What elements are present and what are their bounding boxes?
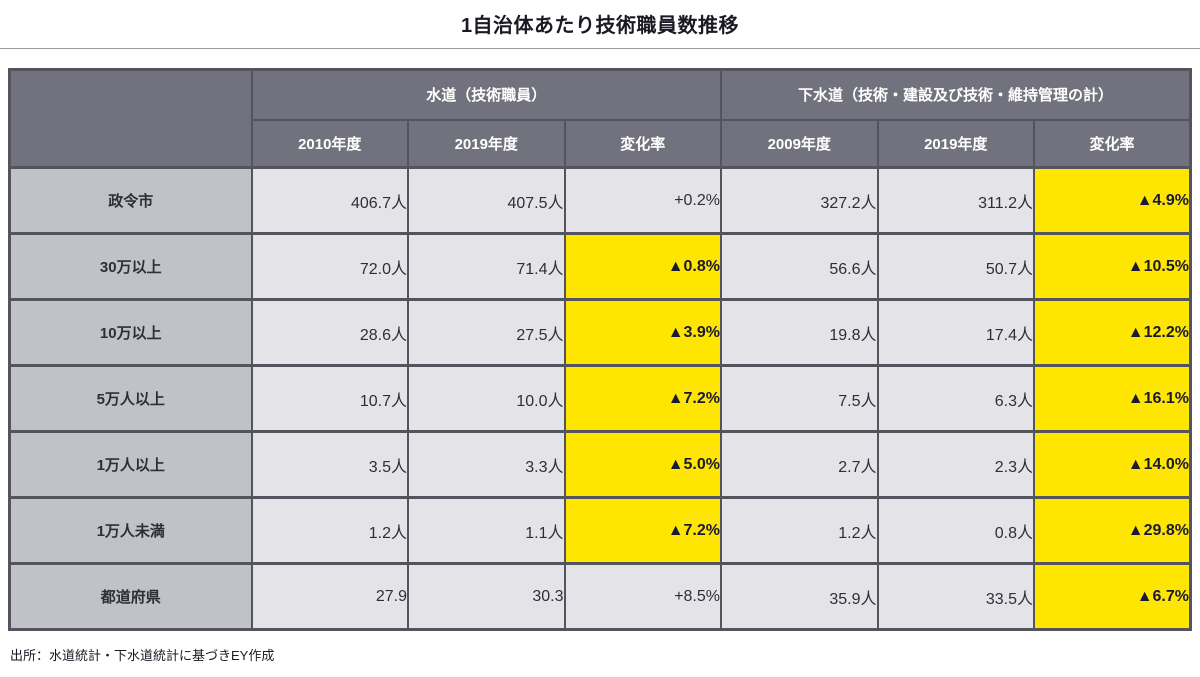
value-cell: 30.3 xyxy=(407,562,566,631)
value-cell: 311.2人 xyxy=(876,166,1035,235)
source-note: 出所：水道統計・下水道統計に基づきEY作成 xyxy=(10,648,275,663)
value-cell: 327.2人 xyxy=(720,166,879,235)
value-cell: 17.4人 xyxy=(876,298,1035,367)
row-label: 1万人未満 xyxy=(8,496,253,565)
value-cell: 35.9人 xyxy=(720,562,879,631)
value-cell: 33.5人 xyxy=(876,562,1035,631)
value-cell: +0.2% xyxy=(563,166,722,235)
table-row: 1万人以上 3.5人 3.3人 ▲5.0% 2.7人 2.3人 ▲14.0% xyxy=(8,430,1192,499)
title-divider xyxy=(0,48,1200,49)
col-header-sewer-change: 変化率 xyxy=(1033,118,1192,169)
change-cell-highlighted: ▲0.8% xyxy=(563,232,722,301)
value-cell: 2.7人 xyxy=(720,430,879,499)
value-cell: 7.5人 xyxy=(720,364,879,433)
col-header-sewer-2019: 2019年度 xyxy=(876,118,1035,169)
table-row: 10万以上 28.6人 27.5人 ▲3.9% 19.8人 17.4人 ▲12.2% xyxy=(8,298,1192,367)
change-cell-highlighted: ▲3.9% xyxy=(563,298,722,367)
change-cell-highlighted: ▲6.7% xyxy=(1033,562,1192,631)
change-cell-highlighted: ▲10.5% xyxy=(1033,232,1192,301)
group-header-sewer: 下水道（技術・建設及び技術・維持管理の計） xyxy=(720,68,1192,121)
row-label: 5万人以上 xyxy=(8,364,253,433)
value-cell: 10.7人 xyxy=(250,364,409,433)
value-cell: +8.5% xyxy=(563,562,722,631)
change-cell-highlighted: ▲14.0% xyxy=(1033,430,1192,499)
value-cell: 406.7人 xyxy=(250,166,409,235)
value-cell: 71.4人 xyxy=(407,232,566,301)
row-label: 都道府県 xyxy=(8,562,253,631)
table-row: 30万以上 72.0人 71.4人 ▲0.8% 56.6人 50.7人 ▲10.5% xyxy=(8,232,1192,301)
value-cell: 28.6人 xyxy=(250,298,409,367)
value-cell: 19.8人 xyxy=(720,298,879,367)
table-row: 5万人以上 10.7人 10.0人 ▲7.2% 7.5人 6.3人 ▲16.1% xyxy=(8,364,1192,433)
row-label: 政令市 xyxy=(8,166,253,235)
value-cell: 3.5人 xyxy=(250,430,409,499)
value-cell: 1.2人 xyxy=(720,496,879,565)
value-cell: 407.5人 xyxy=(407,166,566,235)
group-header-row: 水道（技術職員） 下水道（技術・建設及び技術・維持管理の計） xyxy=(8,68,1192,169)
change-cell-highlighted: ▲16.1% xyxy=(1033,364,1192,433)
table-body: 政令市 406.7人 407.5人 +0.2% 327.2人 311.2人 ▲4.9% 30万… xyxy=(8,166,1192,631)
row-label: 1万人以上 xyxy=(8,430,253,499)
value-cell: 72.0人 xyxy=(250,232,409,301)
row-label: 10万以上 xyxy=(8,298,253,367)
change-cell-highlighted: ▲4.9% xyxy=(1033,166,1192,235)
value-cell: 1.2人 xyxy=(250,496,409,565)
value-cell: 27.9 xyxy=(250,562,409,631)
table-header: 水道（技術職員） 下水道（技術・建設及び技術・維持管理の計） 2010年度 20… xyxy=(8,68,1192,169)
value-cell: 6.3人 xyxy=(876,364,1035,433)
row-label: 30万以上 xyxy=(8,232,253,301)
change-cell-highlighted: ▲7.2% xyxy=(563,364,722,433)
change-cell-highlighted: ▲7.2% xyxy=(563,496,722,565)
col-header-sewer-2009: 2009年度 xyxy=(720,118,879,169)
column-header-row: 2010年度 2019年度 変化率 2009年度 2019年度 変化率 xyxy=(10,118,1192,169)
change-cell-highlighted: ▲5.0% xyxy=(563,430,722,499)
change-cell-highlighted: ▲29.8% xyxy=(1033,496,1192,565)
col-header-water-2010: 2010年度 xyxy=(250,118,409,169)
col-header-water-change: 変化率 xyxy=(563,118,722,169)
value-cell: 50.7人 xyxy=(876,232,1035,301)
col-header-water-2019: 2019年度 xyxy=(407,118,566,169)
value-cell: 1.1人 xyxy=(407,496,566,565)
change-cell-highlighted: ▲12.2% xyxy=(1033,298,1192,367)
value-cell: 2.3人 xyxy=(876,430,1035,499)
value-cell: 27.5人 xyxy=(407,298,566,367)
value-cell: 3.3人 xyxy=(407,430,566,499)
corner-cell xyxy=(8,68,253,169)
staff-table: 水道（技術職員） 下水道（技術・建設及び技術・維持管理の計） 2010年度 20… xyxy=(8,68,1192,631)
table-row: 1万人未満 1.2人 1.1人 ▲7.2% 1.2人 0.8人 ▲29.8% xyxy=(8,496,1192,565)
page-title: 1自治体あたり技術職員数推移 xyxy=(460,15,740,37)
table-row: 都道府県 27.9 30.3 +8.5% 35.9人 33.5人 ▲6.7% xyxy=(8,562,1192,631)
value-cell: 0.8人 xyxy=(876,496,1035,565)
group-header-water: 水道（技術職員） xyxy=(250,68,722,121)
value-cell: 10.0人 xyxy=(407,364,566,433)
table-row: 政令市 406.7人 407.5人 +0.2% 327.2人 311.2人 ▲4.9% xyxy=(8,166,1192,235)
value-cell: 56.6人 xyxy=(720,232,879,301)
